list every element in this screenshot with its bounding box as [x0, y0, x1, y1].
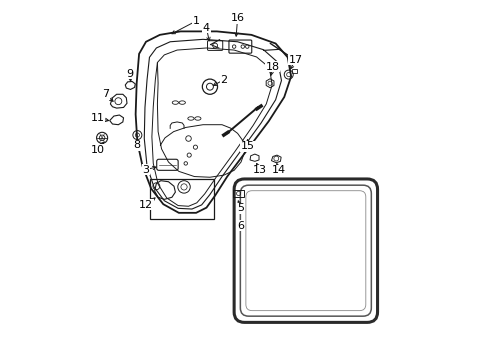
Text: 10: 10 — [90, 145, 104, 154]
Text: 1: 1 — [192, 16, 199, 26]
Bar — [233, 190, 244, 197]
Text: 13: 13 — [252, 165, 266, 175]
Text: 4: 4 — [203, 23, 210, 33]
Text: 3: 3 — [142, 165, 149, 175]
Text: 14: 14 — [271, 165, 285, 175]
Text: 18: 18 — [265, 62, 279, 72]
Text: 12: 12 — [139, 200, 153, 210]
Text: 2: 2 — [220, 75, 227, 85]
Bar — [150, 179, 214, 219]
Text: 17: 17 — [288, 55, 302, 65]
Text: 5: 5 — [237, 203, 244, 213]
Text: 8: 8 — [133, 140, 140, 150]
Bar — [291, 69, 296, 73]
Text: 9: 9 — [126, 68, 133, 78]
Text: 15: 15 — [241, 141, 254, 151]
Text: 7: 7 — [102, 89, 109, 99]
Text: 6: 6 — [237, 221, 244, 231]
Text: 16: 16 — [230, 13, 244, 23]
Text: 11: 11 — [90, 113, 104, 123]
